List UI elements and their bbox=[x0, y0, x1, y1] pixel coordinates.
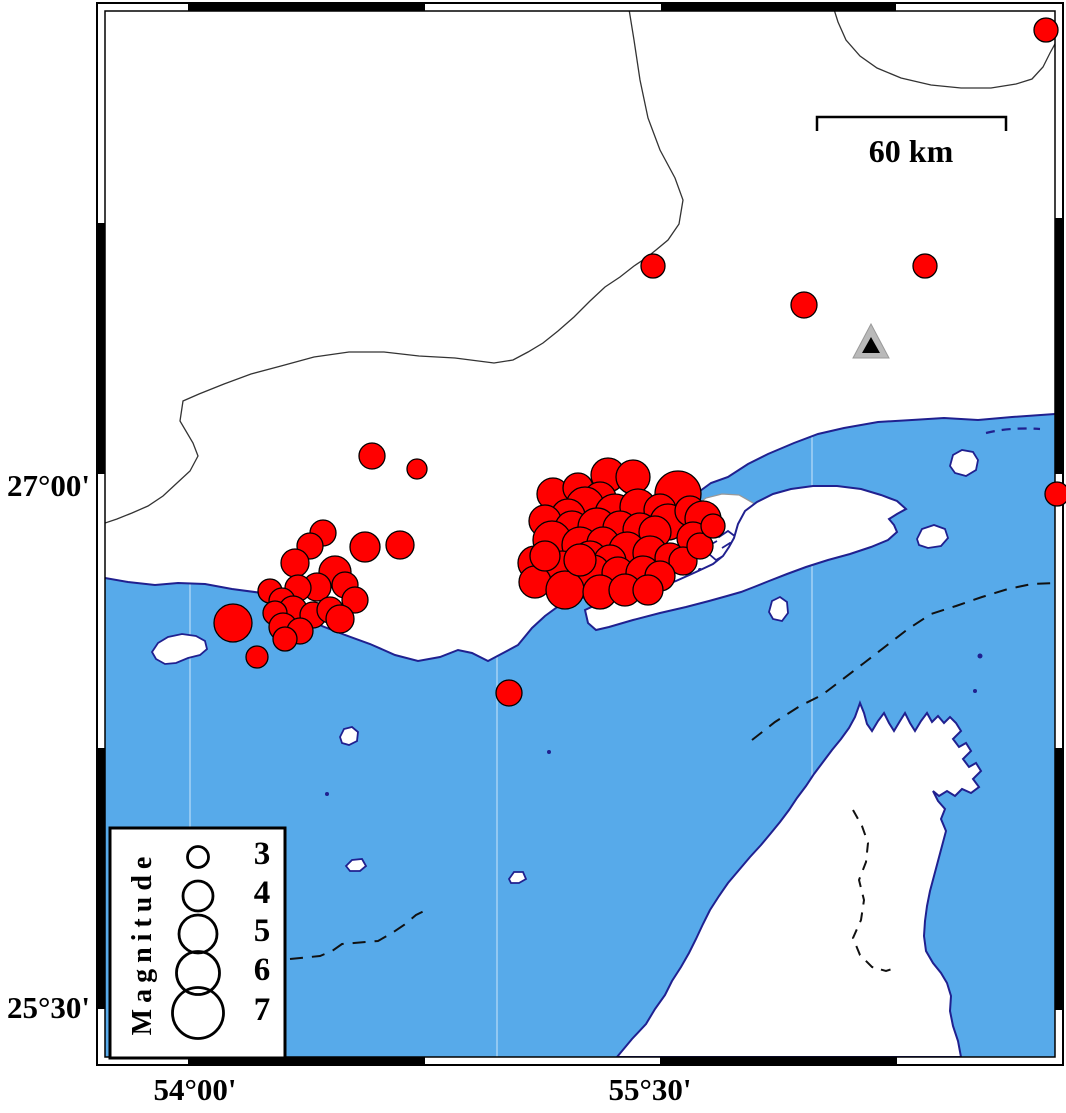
earthquake-marker bbox=[341, 586, 369, 614]
earthquake-marker bbox=[545, 570, 585, 610]
map-frame bbox=[96, 2, 1064, 1066]
maritime-boundary-west bbox=[289, 907, 431, 960]
lat-label-2530: 25°30' bbox=[6, 990, 90, 1025]
earthquake-marker bbox=[686, 532, 714, 560]
earthquake-marker bbox=[358, 442, 386, 470]
earthquake-marker bbox=[529, 540, 561, 572]
legend-circle-m5 bbox=[177, 913, 219, 955]
maritime-boundary-east bbox=[751, 582, 1055, 741]
legend-title: Magnitude bbox=[127, 850, 158, 1036]
scale-bar bbox=[815, 115, 1008, 131]
earthquake-marker bbox=[632, 574, 664, 606]
earthquake-marker bbox=[700, 513, 726, 539]
earthquake-marker bbox=[349, 531, 381, 563]
scale-bar-label: 60 km bbox=[868, 133, 954, 169]
legend-number-5: 5 bbox=[253, 913, 271, 949]
station-triangle-icon bbox=[852, 322, 890, 359]
earthquake-marker bbox=[385, 530, 415, 560]
legend-number-3: 3 bbox=[253, 836, 271, 872]
legend-circle-m7 bbox=[171, 986, 225, 1040]
sea-specks bbox=[325, 653, 983, 796]
lat-label-27: 27°00' bbox=[6, 468, 90, 503]
magnitude-legend bbox=[108, 826, 287, 1060]
earthquake-marker bbox=[280, 548, 310, 578]
legend-circle-m4 bbox=[181, 879, 215, 913]
earthquake-marker bbox=[912, 253, 938, 279]
qeshm-island bbox=[583, 485, 908, 632]
inland-boundary-lines bbox=[105, 11, 1055, 524]
frame-black-segments bbox=[97, 3, 1063, 1065]
legend-circle-m3 bbox=[186, 845, 210, 869]
legend-number-7: 7 bbox=[253, 992, 271, 1028]
small-islands bbox=[150, 449, 979, 884]
earthquake-marker bbox=[325, 604, 355, 634]
lon-label-5530: 55°30' bbox=[608, 1072, 692, 1107]
earthquake-marker bbox=[495, 679, 523, 707]
earthquake-marker bbox=[640, 253, 666, 279]
earthquake-marker bbox=[790, 291, 818, 319]
earthquake-marker bbox=[615, 459, 651, 495]
legend-number-6: 6 bbox=[253, 952, 271, 988]
earthquake-marker bbox=[272, 626, 298, 652]
legend-circles bbox=[171, 845, 225, 1040]
earthquake-marker bbox=[563, 543, 597, 577]
earthquake-marker bbox=[1044, 481, 1066, 507]
offshore-dashed-line bbox=[985, 427, 1041, 435]
legend-circle-m6 bbox=[175, 950, 221, 996]
musandam-peninsula bbox=[615, 700, 983, 1057]
earthquake-marker bbox=[245, 645, 269, 669]
lon-label-5400: 54°00' bbox=[153, 1072, 237, 1107]
earthquake-marker bbox=[1033, 17, 1059, 43]
earthquake-marker bbox=[213, 603, 253, 643]
earthquake-marker bbox=[406, 458, 428, 480]
legend-number-4: 4 bbox=[253, 875, 271, 911]
earthquake-layer bbox=[213, 17, 1066, 707]
